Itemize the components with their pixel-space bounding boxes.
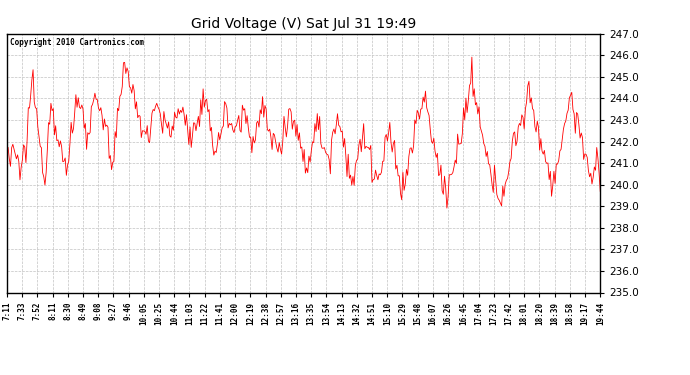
Title: Grid Voltage (V) Sat Jul 31 19:49: Grid Voltage (V) Sat Jul 31 19:49 [191,17,416,31]
Text: Copyright 2010 Cartronics.com: Copyright 2010 Cartronics.com [10,38,144,46]
